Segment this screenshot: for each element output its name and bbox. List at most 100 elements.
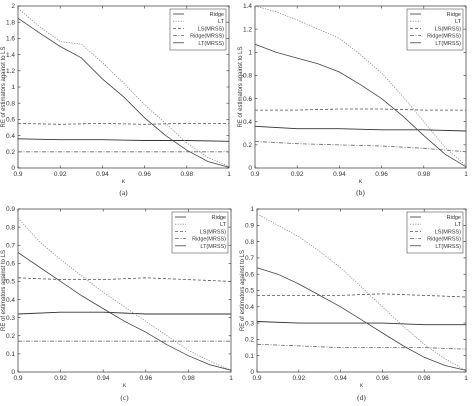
legend-label: LS(MRSS) (435, 26, 461, 32)
legend-label: LT (220, 222, 227, 228)
y-tick-label: 2 (11, 3, 15, 10)
y-tick-label: 1.2 (243, 26, 252, 33)
x-tick-label: 0.9 (250, 171, 259, 178)
chart-panel: 0.9 0.92 0.94 0.96 0.98 1 0 0.1 0.2 0.3 0.4 0.5 0.6 0… (240, 206, 468, 402)
x-axis-label: κ (359, 179, 363, 185)
panel-caption: (d) (357, 393, 366, 402)
x-axis-label: κ (360, 383, 364, 389)
series-line (17, 311, 231, 315)
x-tick-label: 1 (464, 171, 468, 178)
legend-label: LS(MRSS) (198, 26, 224, 32)
y-tick-label: 0.8 (6, 100, 15, 107)
y-tick-label: 0 (250, 369, 254, 376)
y-tick-label: 1.6 (6, 36, 15, 43)
series-line (254, 5, 467, 167)
series-line (17, 252, 232, 371)
x-tick-label: 1 (464, 375, 468, 382)
panel-caption: (c) (120, 393, 129, 402)
y-tick-label: 0 (248, 165, 252, 172)
x-tick-label: 0.98 (417, 171, 430, 178)
x-tick-label: 1 (229, 375, 233, 382)
series-line (254, 125, 467, 132)
y-tick-label: 1 (248, 49, 252, 56)
legend-label: LS(MRSS) (200, 229, 226, 235)
legend-label: LT(MRSS) (198, 41, 224, 47)
x-tick-label: 0.92 (292, 375, 305, 382)
x-axis-label: κ (122, 179, 126, 185)
y-tick-label: 0.1 (6, 351, 15, 358)
x-tick-label: 0.94 (96, 171, 109, 178)
x-tick-label: 0.94 (333, 171, 346, 178)
y-axis-label: RE of estimators against to LS (1, 250, 7, 331)
x-tick-label: 0.92 (54, 171, 67, 178)
x-tick-label: 0.98 (182, 375, 195, 382)
y-tick-label: 0.4 (6, 133, 15, 140)
series-line (17, 8, 230, 167)
x-tick-label: 0.92 (54, 375, 67, 382)
y-tick-label: 0.7 (245, 255, 254, 262)
series-line (256, 321, 466, 326)
legend-label: LT (455, 222, 462, 228)
legend-label: Ridge(MRSS) (190, 34, 224, 40)
series-line (256, 267, 467, 371)
legend-label: Ridge (447, 215, 461, 221)
x-tick-label: 0.98 (180, 171, 193, 178)
x-tick-label: 0.9 (13, 171, 22, 178)
y-tick-label: 0.8 (245, 239, 254, 246)
panel-caption: (b) (356, 188, 365, 197)
series-line (17, 17, 230, 168)
legend-label: Ridge (210, 12, 224, 18)
legend-label: Ridge (212, 215, 226, 221)
y-tick-label: 1 (250, 206, 254, 213)
series-line (17, 277, 232, 282)
y-tick-label: 0.3 (245, 320, 254, 327)
y-tick-label: 0.3 (6, 315, 15, 322)
legend-label: Ridge(MRSS) (427, 237, 461, 243)
y-tick-label: 0.1 (245, 353, 254, 360)
y-tick-label: 1.4 (243, 3, 252, 10)
legend-label: Ridge (447, 12, 461, 18)
x-tick-label: 0.94 (97, 375, 110, 382)
legend-label: LS(MRSS) (435, 229, 461, 235)
y-tick-label: 0.2 (243, 142, 252, 149)
y-tick-label: 0.2 (6, 149, 15, 156)
y-tick-label: 0.6 (6, 117, 15, 124)
x-tick-label: 0.9 (252, 375, 261, 382)
x-tick-label: 0.92 (291, 171, 304, 178)
y-axis-label: RE of estimators against to LS (1, 46, 7, 127)
legend-label: LT (455, 19, 462, 25)
legend-label: Ridge(MRSS) (427, 34, 461, 40)
y-tick-label: 0.8 (6, 224, 15, 231)
legend-label: LT (218, 19, 225, 25)
y-tick-label: 0.6 (243, 96, 252, 103)
y-tick-label: 0.5 (245, 288, 254, 295)
x-tick-label: 0.98 (418, 375, 431, 382)
y-tick-label: 1.2 (6, 68, 15, 75)
x-tick-label: 0.96 (139, 375, 152, 382)
y-tick-label: 0.2 (245, 337, 254, 344)
x-tick-label: 0.9 (13, 375, 22, 382)
y-tick-label: 0.8 (243, 73, 252, 80)
y-tick-label: 1.4 (6, 52, 15, 59)
panel-caption: (a) (119, 188, 128, 197)
y-axis-label: RE of estimators against to LS (238, 46, 244, 127)
y-tick-label: 0.5 (6, 279, 15, 286)
legend-label: LT(MRSS) (435, 41, 461, 47)
y-tick-label: 0.4 (6, 297, 15, 304)
y-tick-label: 0.4 (243, 119, 252, 126)
chart-panel: 0.9 0.92 0.94 0.96 0.98 1 0 0.1 0.2 0.3 0.4 0.5 0.6 0… (1, 206, 233, 402)
chart-panel: 0.9 0.92 0.94 0.96 0.98 1 0 0.2 0.4 0.6 0.8 1 1.2 1.4… (1, 3, 231, 197)
series-line (17, 217, 232, 371)
y-tick-label: 1.8 (6, 19, 15, 26)
x-axis-label: κ (123, 383, 127, 389)
y-axis-label: RE of estimators against to LS (240, 250, 246, 331)
y-tick-label: 0.9 (6, 206, 15, 213)
y-tick-label: 0 (11, 165, 15, 172)
series-line (256, 343, 467, 350)
x-tick-label: 0.96 (375, 171, 388, 178)
series-line (17, 138, 230, 142)
